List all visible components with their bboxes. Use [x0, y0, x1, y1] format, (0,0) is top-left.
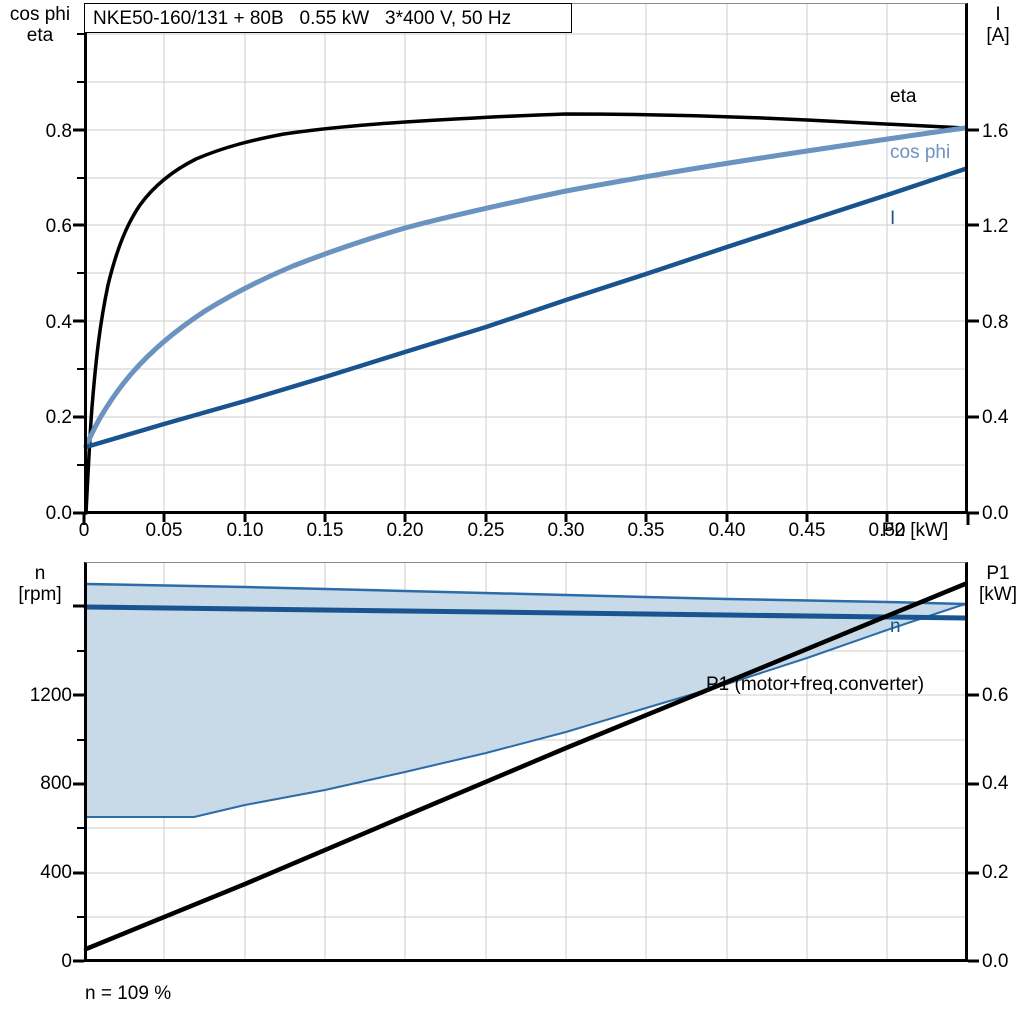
curve-eta [84, 112, 967, 515]
footnote-speed-percent: n = 109 % [85, 983, 172, 1004]
top-right-tick-4: 1.6 [982, 121, 1009, 142]
bottom-plot-curves [83, 581, 968, 952]
bottom-right-tick-1: 0.2 [982, 862, 1009, 883]
bottom-left-tick-2: 800 [40, 773, 72, 794]
top-x-tick-9: 0.45 [788, 520, 826, 541]
top-x-tick-0: 0 [78, 520, 90, 541]
curve-p1 [83, 581, 968, 952]
bottom-right-tick-2: 0.4 [982, 773, 1009, 794]
top-left-axis-title: cos phi eta [9, 4, 71, 46]
bottom-right-tick-3: 0.6 [982, 685, 1009, 706]
top-right-tick-1: 0.4 [982, 407, 1009, 428]
top-x-tick-2: 0.10 [226, 520, 264, 541]
top-x-tick-3: 0.15 [306, 520, 344, 541]
label-speed: n [890, 616, 901, 637]
top-plot-area [73, 3, 979, 525]
top-x-tick-1: 0.05 [145, 520, 183, 541]
label-eta: eta [890, 86, 917, 107]
curve-current [83, 166, 968, 450]
top-x-tick-6: 0.30 [547, 520, 585, 541]
top-right-axis-title: I [A] [986, 4, 1010, 46]
bottom-right-tick-0: 0.0 [982, 951, 1009, 972]
chart-title-text: NKE50-160/131 + 80B 0.55 kW 3*400 V, 50 … [93, 7, 512, 29]
band-lower-edge [86, 603, 966, 818]
bottom-left-tick-0: 0 [61, 951, 72, 972]
bottom-left-tick-1: 400 [40, 862, 72, 883]
top-x-axis-title: P2 [kW] [881, 520, 949, 541]
chart-title-box: NKE50-160/131 + 80B 0.55 kW 3*400 V, 50 … [84, 3, 572, 33]
label-p1: P1 (motor+freq.converter) [706, 674, 925, 695]
band-upper-edge [85, 582, 966, 606]
top-plot-ticks [73, 33, 979, 525]
top-left-tick-4: 0.8 [45, 121, 72, 142]
operating-band-fill [86, 584, 965, 817]
top-right-tick-0: 0.0 [982, 503, 1009, 524]
top-x-tick-4: 0.20 [386, 520, 424, 541]
top-left-tick-3: 0.6 [45, 216, 72, 237]
bottom-plot-ticks [73, 604, 979, 963]
label-cos-phi: cos phi [890, 142, 951, 163]
top-right-tick-2: 0.8 [982, 312, 1009, 333]
top-left-tick-2: 0.4 [45, 312, 72, 333]
top-x-tick-8: 0.40 [708, 520, 746, 541]
top-x-tick-7: 0.35 [627, 520, 665, 541]
bottom-left-tick-3: 1200 [29, 685, 72, 706]
top-right-tick-3: 1.2 [982, 216, 1009, 237]
top-plot-grid [84, 3, 968, 513]
bottom-plot-area [73, 562, 979, 963]
top-plot-curves [83, 112, 968, 515]
top-left-tick-1: 0.2 [45, 407, 72, 428]
top-x-tick-5: 0.25 [467, 520, 505, 541]
bottom-left-axis-title: n [rpm] [18, 563, 62, 605]
top-x-tick-10: 0.50 [868, 520, 906, 541]
label-current: I [890, 208, 896, 229]
curve-cos-phi [83, 125, 968, 449]
bottom-right-axis-title: P1 [kW] [979, 563, 1017, 605]
top-left-tick-0: 0.0 [45, 503, 72, 524]
